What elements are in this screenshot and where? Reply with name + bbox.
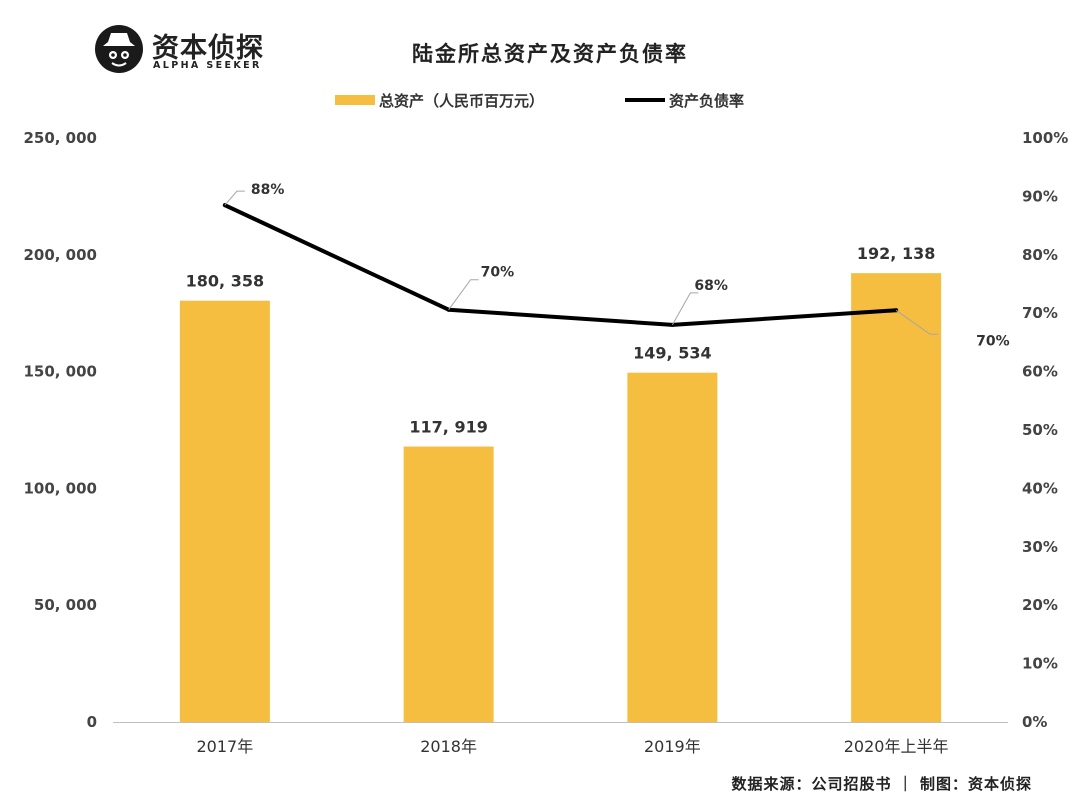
x-tick-label: 2018年 (420, 737, 477, 756)
leader-line (895, 309, 939, 335)
y-right-tick-label: 50% (1022, 421, 1058, 439)
detective-logo-icon (95, 25, 143, 73)
legend-line-swatch (625, 98, 665, 102)
y-right-tick-label: 0% (1022, 713, 1047, 731)
y-left-tick-label: 250, 000 (23, 129, 97, 147)
chart-title: 陆金所总资产及资产负债率 (412, 42, 688, 66)
y-right-tick-label: 10% (1022, 655, 1058, 673)
legend-item-total-assets: 总资产（人民币百万元） (335, 88, 544, 112)
y-left-tick-label: 50, 000 (34, 596, 97, 614)
y-left-tick-label: 0 (87, 713, 97, 731)
bar-value-label: 192, 138 (857, 244, 935, 263)
y-right-tick-label: 100% (1022, 129, 1068, 147)
bar-value-label: 117, 919 (409, 418, 487, 437)
bar (403, 446, 494, 722)
y-right-tick-label: 20% (1022, 596, 1058, 614)
y-right-tick-label: 30% (1022, 538, 1058, 556)
legend-item-debt-ratio: 资产负债率 (625, 88, 744, 112)
bar-value-label: 180, 358 (186, 272, 264, 291)
x-tick-label: 2019年 (644, 737, 701, 756)
legend: 总资产（人民币百万元） 资产负债率 (0, 88, 1080, 112)
legend-label-total-assets: 总资产（人民币百万元） (379, 91, 545, 110)
line-value-label: 70% (976, 333, 1010, 349)
y-right-tick-label: 80% (1022, 246, 1058, 264)
bar-value-label: 149, 534 (633, 344, 711, 363)
logo-subtitle: ALPHA SEEKER (153, 60, 262, 71)
logo-name: 资本侦探 (152, 33, 264, 64)
leader-line (448, 279, 479, 310)
source-footer: 数据来源：公司招股书 ｜ 制图：资本侦探 (731, 775, 1032, 793)
leader-line (224, 190, 245, 206)
legend-bar-swatch (335, 95, 375, 105)
y-right-tick-label: 90% (1022, 187, 1058, 205)
y-left-tick-label: 100, 000 (23, 479, 97, 497)
debt-ratio-line (222, 203, 899, 327)
bar (179, 300, 270, 722)
leader-line (671, 292, 699, 326)
bar (627, 372, 718, 722)
y-left-tick-label: 200, 000 (23, 246, 97, 264)
x-tick-label: 2017年 (197, 737, 254, 756)
y-right-tick-label: 70% (1022, 304, 1058, 322)
y-left-tick-label: 150, 000 (23, 363, 97, 381)
y-right-tick-label: 60% (1022, 363, 1058, 381)
bar (851, 273, 942, 722)
brand-logo: 资本侦探 ALPHA SEEKER (94, 24, 284, 76)
y-right-tick-label: 40% (1022, 479, 1058, 497)
line-value-label: 88% (251, 182, 285, 198)
line-value-label: 70% (481, 265, 515, 281)
legend-label-debt-ratio: 资产负债率 (669, 91, 745, 110)
x-tick-label: 2020年上半年 (844, 737, 949, 756)
line-value-label: 68% (694, 278, 728, 294)
